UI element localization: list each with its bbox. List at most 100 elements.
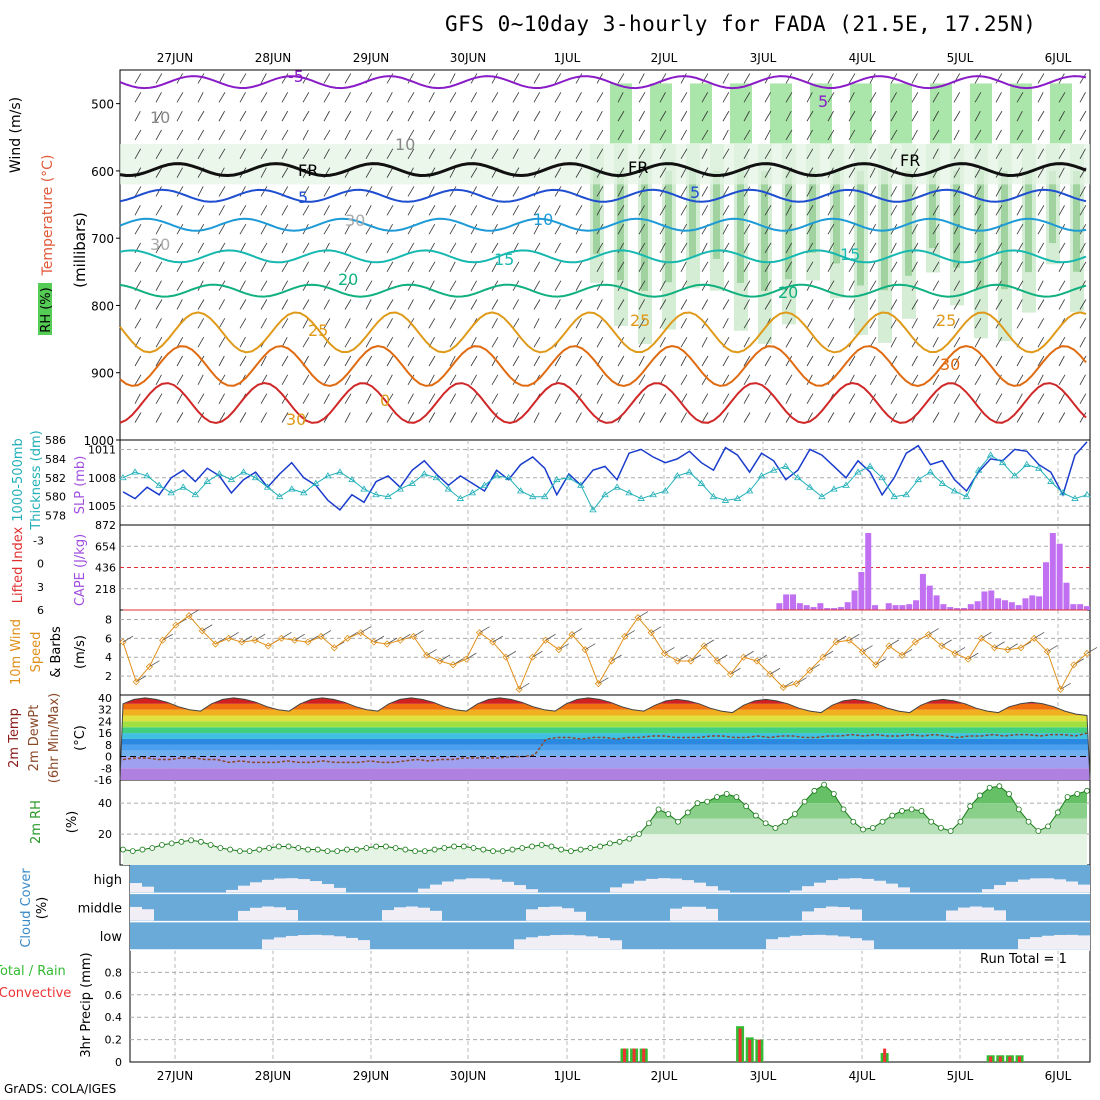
rh-point [188,837,195,844]
wind-barb [596,92,604,103]
wind-barb [239,355,247,367]
run-total-label: Run Total = 1 [980,952,1067,967]
wind-barb [974,261,982,273]
wind-barb [785,110,792,122]
cloud-cell [274,907,286,921]
wind-barb [512,129,520,141]
wind-barb [533,261,541,273]
wind-barb [176,393,183,404]
cloud-cell [514,939,526,949]
wind-barb [302,374,310,386]
wind-barb [491,412,498,423]
cloud-cell [1030,937,1042,949]
cloud-cell [550,935,562,949]
rh-point [383,843,389,850]
wind-barb [449,223,457,235]
wind-barb [911,205,919,216]
wind-barb [974,223,982,235]
slp-tick: 1008 [88,472,116,485]
cloud-axis-label: Cloud Cover [19,868,34,948]
wind-barb [428,374,435,386]
bottom-date-label: 30JUN [450,1069,487,1083]
wind-barb [1016,355,1023,367]
cape-bar [865,532,872,610]
precip-convective-bar [632,1048,636,1062]
wind-barb [470,412,478,423]
wind-barb [386,242,394,254]
cape-bar [783,594,790,610]
wind-barb [1037,223,1045,235]
temp-line [119,697,1091,781]
wind-barb [407,73,414,84]
wind-barb [680,318,687,329]
wind-barb [344,205,352,216]
wind-barb [785,223,793,235]
wind-barb [596,261,603,273]
wind-barb [722,129,729,141]
wind-barb [932,242,939,254]
li-tick: 6 [37,604,44,617]
cloud-cell [526,937,538,949]
wind-barb [344,242,352,254]
wind-barb [134,223,142,235]
precip-panel [130,971,1090,1062]
wind-barb [1079,355,1087,367]
wind-barb [677,654,688,662]
cloud-level-label: middle [78,902,122,917]
wind-barb [386,73,394,84]
rh-point [207,842,214,848]
wind-barb [862,645,873,652]
wind-barb [785,355,793,367]
upper-y-tick: 500 [91,98,114,112]
wind-barb [596,205,603,216]
wind-barb [218,299,225,310]
rh-shade-dark [929,170,936,248]
rh-point [246,848,253,854]
wind-barb [197,261,205,273]
thickness-axis-label: Thickness (dm) [29,430,44,530]
rh-point [568,848,574,854]
rh-high-shade [730,83,752,144]
cloud-cell [1066,881,1078,893]
wind-barb [512,148,519,159]
cape-bar [906,604,913,610]
wind-barb [533,129,540,141]
wind-barb [407,374,415,386]
wind-barb [197,148,205,159]
wind-barb [722,412,729,423]
cape-bar [892,605,899,610]
temp-band [120,744,1090,751]
cloud-cell [262,939,274,949]
temp-band [120,727,1090,734]
wind-barb [575,280,582,291]
wind-barb [869,355,876,367]
precip-convective-bar [642,1048,646,1062]
wind-barb [281,412,289,423]
cape-bar [974,601,981,610]
wind-barb [491,129,498,141]
wind-barb [743,129,751,141]
contour-label: 5 [690,183,700,202]
wind-barb [743,374,751,386]
wind-barb [492,635,503,643]
wind-barb [598,677,609,685]
cape-bar [1063,582,1070,610]
wind-barb [449,412,457,423]
wind-barb [134,374,142,386]
wind-barb [932,73,940,84]
wind-barb [869,318,877,329]
rh-point [947,828,954,834]
wind-barb [932,110,939,122]
wind-barb [953,355,961,367]
wind-barb [994,641,1005,649]
wind-barb [428,92,435,103]
rh-point [1054,809,1061,816]
wind-barb [764,92,771,103]
wind-barb [953,110,961,122]
wind-barb [470,205,478,216]
wind-barb [281,148,288,159]
wind-barb [890,336,897,348]
wind-barb [659,412,667,423]
rh-point [889,812,896,819]
wind-barb [1016,318,1024,329]
